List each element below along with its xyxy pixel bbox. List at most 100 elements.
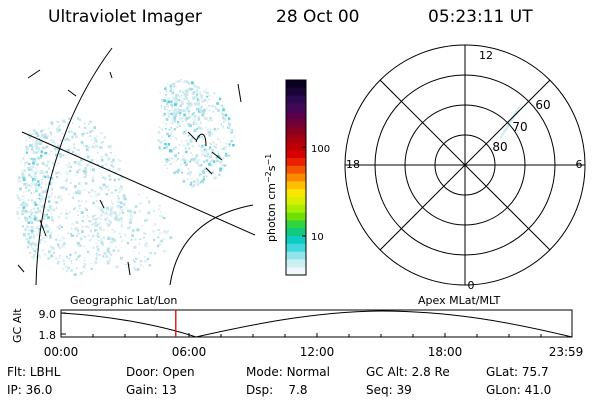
emission-dot — [96, 235, 99, 237]
emission-dot — [194, 114, 196, 116]
emission-dot — [19, 187, 22, 191]
emission-dot — [99, 226, 102, 230]
emission-dot — [224, 113, 228, 117]
emission-dot — [21, 209, 25, 212]
emission-dot — [29, 168, 33, 172]
emission-dot — [199, 163, 203, 167]
emission-dot — [221, 113, 224, 116]
emission-dot — [200, 135, 204, 139]
door-value: Open — [162, 365, 195, 379]
emission-dot — [25, 147, 29, 150]
emission-dot — [171, 131, 173, 133]
colorbar-tick-label: 10 — [311, 232, 324, 243]
emission-dot — [112, 169, 114, 172]
emission-dot — [168, 128, 171, 131]
emission-dot — [62, 154, 65, 156]
emission-dot — [173, 85, 176, 88]
emission-dot — [197, 179, 199, 182]
emission-dot — [117, 249, 120, 252]
emission-dot — [116, 217, 118, 219]
emission-dot — [72, 150, 75, 153]
emission-dot — [65, 209, 67, 211]
emission-dot — [107, 168, 111, 171]
emission-dot — [177, 171, 179, 174]
emission-dot — [33, 234, 35, 237]
emission-dot — [44, 157, 47, 160]
emission-dot — [127, 209, 130, 213]
emission-dot — [158, 131, 161, 133]
emission-dot — [55, 238, 58, 241]
emission-dot — [181, 155, 184, 157]
emission-dot — [85, 148, 89, 151]
emission-dot — [187, 88, 189, 91]
emission-dot — [176, 111, 180, 114]
emission-dot — [74, 251, 77, 254]
emission-dot — [181, 171, 184, 174]
colorbar-segment — [286, 150, 306, 159]
emission-dot — [87, 226, 90, 229]
emission-dot — [83, 176, 85, 178]
emission-dot — [28, 169, 31, 171]
lat-label-60: 60 — [535, 98, 550, 112]
emission-dot — [67, 162, 71, 166]
emission-dot — [90, 262, 92, 264]
emission-dot — [77, 148, 80, 152]
emission-dot — [144, 259, 148, 263]
emission-dot — [143, 219, 146, 222]
emission-dot — [157, 236, 160, 239]
emission-dot — [139, 238, 141, 240]
emission-dot — [167, 142, 170, 146]
emission-dot — [211, 149, 214, 152]
emission-dot — [100, 158, 104, 162]
emission-dot — [197, 159, 200, 162]
emission-dot — [88, 220, 91, 223]
emission-dot — [45, 214, 48, 217]
emission-dot — [109, 253, 112, 256]
emission-dot — [50, 193, 53, 195]
geographic-image-panel — [16, 47, 256, 286]
emission-dot — [205, 89, 207, 91]
emission-dot — [30, 214, 32, 216]
emission-dot — [79, 272, 83, 275]
emission-dot — [92, 175, 94, 177]
emission-dot — [58, 126, 60, 128]
emission-dot — [65, 164, 68, 166]
emission-dot — [197, 126, 201, 130]
emission-dot — [40, 194, 43, 198]
emission-dot — [59, 156, 62, 158]
emission-dot — [46, 235, 48, 238]
emission-dot — [146, 218, 149, 221]
emission-dot — [97, 163, 99, 166]
colorbar-unit-label: photon cm−2s−1 — [264, 154, 278, 242]
emission-dot — [63, 242, 66, 245]
emission-dot — [139, 201, 142, 205]
emission-dot — [102, 210, 104, 213]
emission-dot — [31, 133, 34, 135]
emission-dot — [212, 160, 216, 163]
emission-dot — [132, 259, 135, 262]
emission-dot — [70, 182, 72, 184]
emission-dot — [222, 115, 224, 117]
emission-dot — [219, 169, 222, 172]
emission-dot — [17, 206, 20, 209]
emission-dot — [44, 242, 46, 244]
emission-dot — [89, 230, 92, 233]
emission-dot — [43, 163, 45, 166]
colorbar-segment — [286, 204, 306, 214]
emission-dot — [21, 225, 24, 228]
emission-dot — [223, 121, 225, 124]
emission-dot — [114, 171, 117, 174]
emission-dot — [28, 184, 30, 186]
emission-dot — [94, 139, 97, 142]
emission-dot — [70, 165, 72, 167]
emission-dot — [104, 177, 107, 180]
emission-dot — [91, 145, 95, 149]
emission-dot — [210, 129, 212, 131]
emission-dot — [55, 207, 58, 209]
emission-dot — [125, 234, 128, 237]
emission-dot — [86, 153, 88, 155]
emission-dot — [193, 119, 196, 122]
emission-dot — [109, 195, 111, 197]
emission-dot — [218, 173, 221, 177]
emission-dot — [201, 110, 204, 113]
